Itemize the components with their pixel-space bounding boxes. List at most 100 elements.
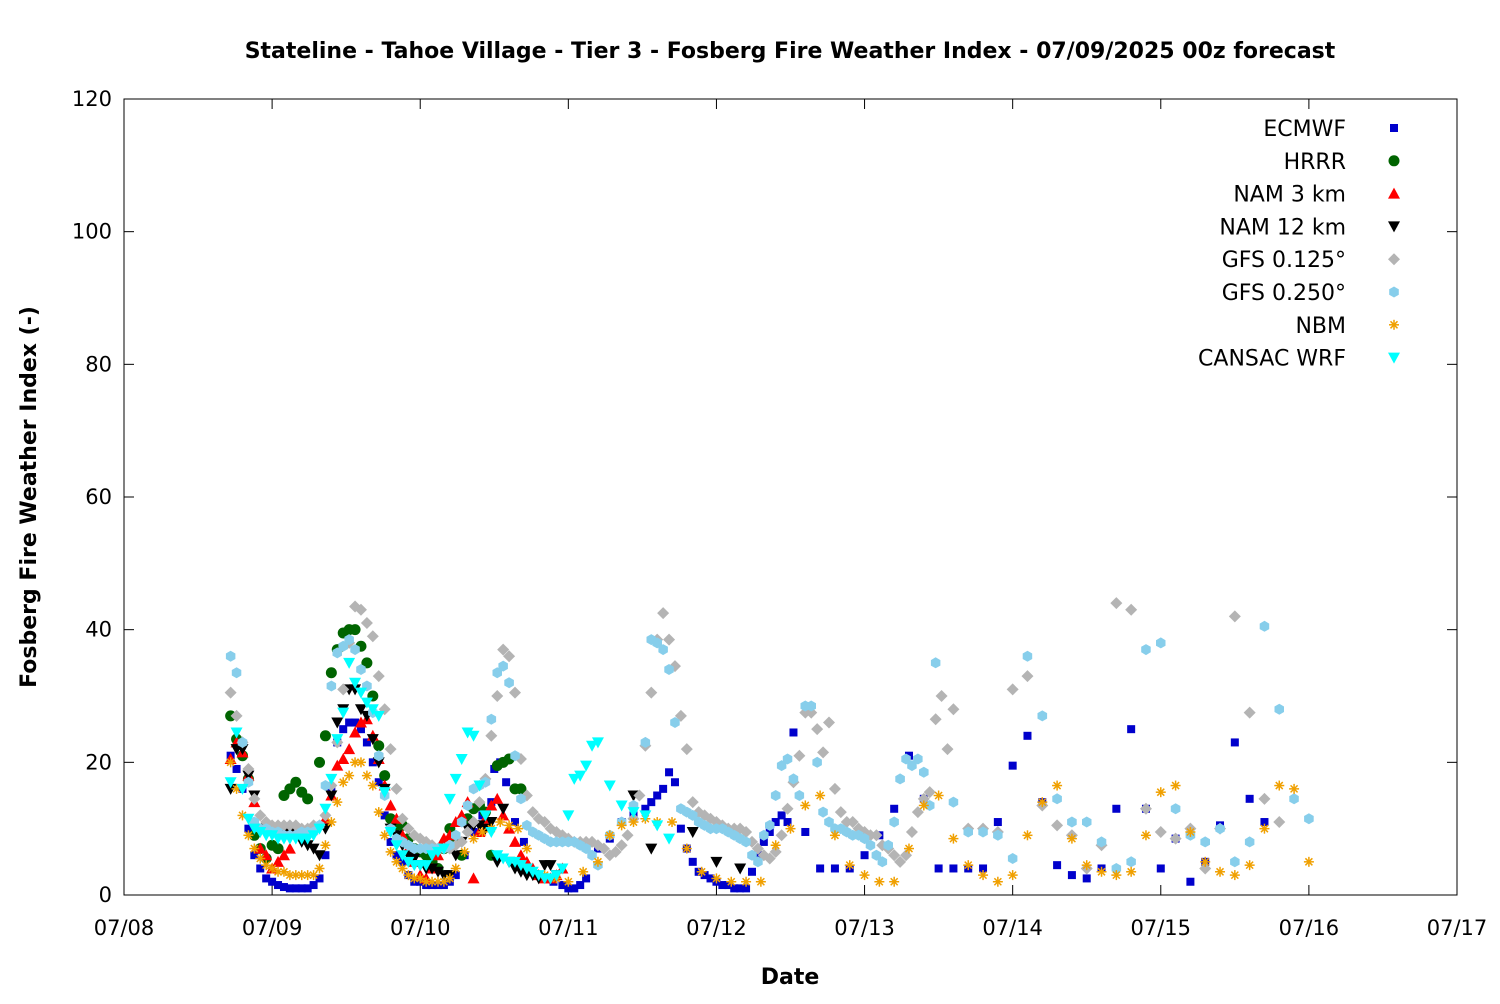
data-point (372, 757, 385, 769)
data-point (502, 778, 511, 787)
data-point (591, 737, 604, 749)
data-point (366, 704, 379, 716)
data-point (390, 840, 403, 852)
data-point (871, 849, 882, 861)
data-point (426, 850, 439, 862)
data-point (262, 874, 271, 883)
data-point (923, 786, 936, 799)
data-point (901, 753, 911, 765)
data-point (243, 830, 254, 841)
data-point (497, 643, 510, 656)
data-point (812, 756, 822, 768)
data-point (747, 867, 756, 876)
data-point (1052, 780, 1063, 791)
data-point (1303, 856, 1314, 867)
data-point (1215, 823, 1225, 835)
data-point (351, 718, 360, 727)
data-point (344, 770, 355, 781)
data-point (859, 870, 870, 881)
data-point (390, 782, 403, 795)
data-point (742, 884, 751, 893)
data-point (461, 727, 474, 739)
data-point (828, 782, 841, 795)
data-point (486, 713, 497, 725)
data-point (344, 634, 354, 646)
data-point (639, 810, 652, 822)
data-point (776, 760, 787, 772)
data-point (315, 874, 324, 883)
data-point (651, 820, 664, 832)
data-point (1154, 825, 1167, 838)
data-point (360, 617, 373, 630)
data-point (337, 753, 350, 765)
legend-marker (1388, 187, 1400, 199)
data-point (495, 817, 506, 828)
data-point (1258, 792, 1271, 805)
data-point (479, 810, 492, 822)
data-point (667, 817, 678, 828)
data-point (609, 845, 622, 858)
data-point (800, 800, 811, 811)
data-point (356, 725, 365, 734)
data-point (640, 736, 651, 748)
data-point (320, 840, 331, 851)
x-tick-label: 07/08 (94, 916, 155, 940)
data-point (811, 723, 824, 736)
legend-label: ECMWF (1263, 117, 1346, 142)
data-point (741, 876, 752, 887)
data-point (391, 856, 402, 867)
data-point (947, 703, 960, 716)
data-point (753, 856, 763, 868)
series-gfs-0-125- (224, 597, 1286, 875)
data-point (706, 874, 715, 883)
data-point (592, 856, 603, 867)
data-point (432, 876, 443, 887)
x-tick-label: 07/10 (390, 916, 451, 940)
series-cansac-wrf (224, 657, 676, 885)
data-point (641, 804, 650, 813)
legend-marker (1388, 352, 1400, 364)
data-point (277, 849, 290, 861)
data-point (913, 753, 923, 765)
data-point (829, 830, 840, 841)
data-point (597, 842, 610, 855)
data-point (1096, 836, 1107, 848)
data-point (354, 687, 367, 699)
data-point (978, 826, 988, 838)
data-point (726, 876, 737, 887)
data-point (451, 829, 461, 841)
data-point (485, 817, 498, 829)
data-point (1245, 794, 1254, 803)
data-point (372, 670, 385, 683)
data-point (349, 624, 361, 636)
data-point (877, 856, 888, 868)
x-tick-label: 07/12 (686, 916, 747, 940)
data-point (763, 852, 776, 865)
data-point (272, 843, 284, 855)
data-point (380, 811, 389, 820)
data-point (933, 790, 944, 801)
data-point (979, 864, 988, 873)
data-point (450, 863, 461, 874)
data-point (771, 818, 780, 827)
data-point (290, 870, 301, 881)
data-point (349, 684, 362, 696)
data-point (1007, 870, 1018, 881)
data-point (730, 884, 739, 893)
data-point (789, 728, 798, 737)
data-point (313, 850, 326, 862)
data-point (860, 851, 869, 860)
data-point (949, 864, 958, 873)
data-point (301, 833, 314, 845)
data-point (1066, 833, 1077, 844)
data-point (680, 743, 693, 756)
data-point (1008, 761, 1017, 770)
data-point (888, 849, 901, 862)
x-axis-title: Date (761, 965, 820, 990)
data-point (526, 866, 539, 878)
data-point (237, 736, 248, 748)
data-point (427, 876, 438, 887)
data-point (686, 796, 699, 809)
data-point (1289, 793, 1299, 805)
